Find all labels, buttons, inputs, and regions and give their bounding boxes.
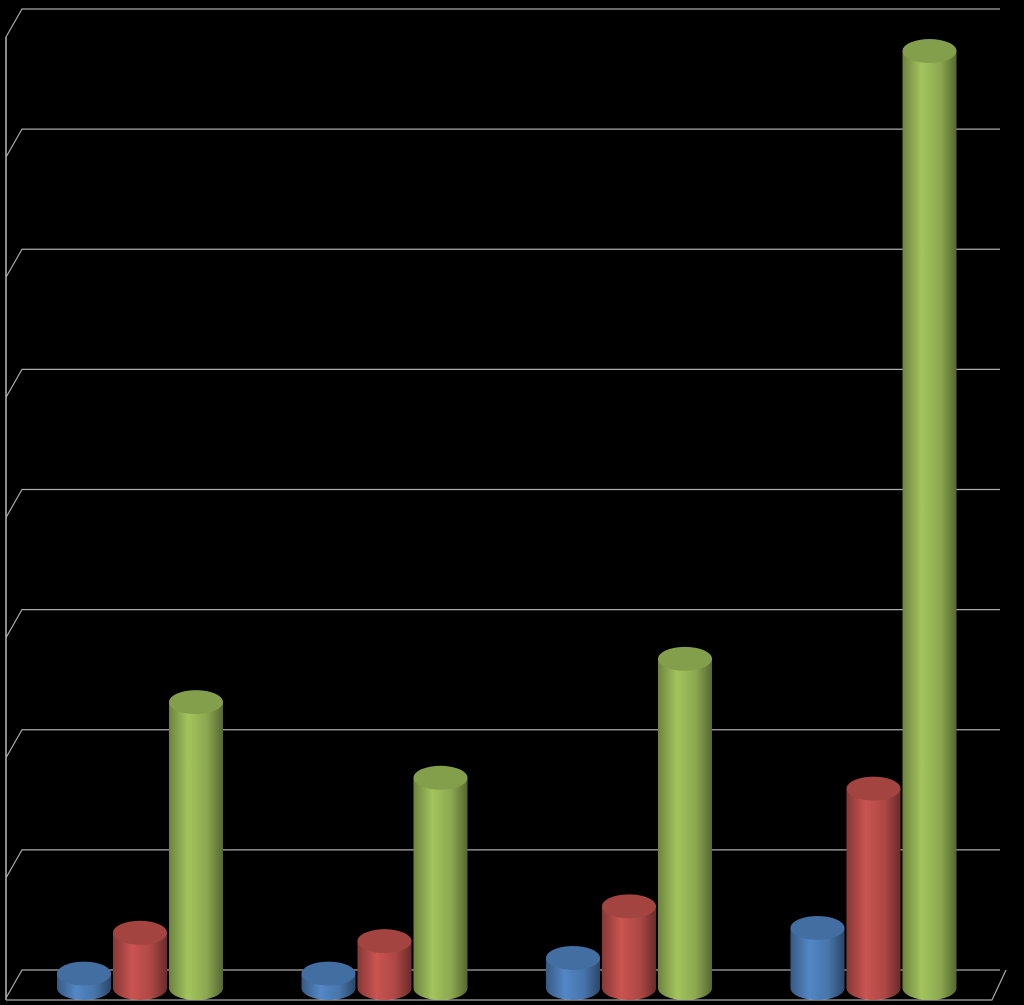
bar xyxy=(413,777,468,1000)
bar xyxy=(902,51,957,1000)
grid-line xyxy=(5,8,1000,38)
bar xyxy=(357,941,412,1000)
bar xyxy=(546,957,600,1000)
bar xyxy=(602,906,656,1000)
bar xyxy=(113,932,167,1000)
grid-line xyxy=(5,609,1000,638)
bar-top xyxy=(790,915,845,940)
bar-top xyxy=(301,961,356,986)
bar xyxy=(790,927,845,1000)
bar-top xyxy=(602,894,656,919)
grid-line xyxy=(5,248,1000,278)
bar-top xyxy=(658,646,712,671)
bar-top xyxy=(902,39,957,64)
bar-top xyxy=(413,765,468,790)
grid-line xyxy=(5,368,1000,398)
bar xyxy=(658,658,712,1000)
bar-top xyxy=(169,690,223,715)
bar xyxy=(846,788,901,1000)
bar-top xyxy=(357,929,412,954)
grid-line xyxy=(5,128,1000,158)
bar-top xyxy=(57,961,111,986)
grid-line xyxy=(5,488,1000,518)
bar-top xyxy=(546,945,600,970)
bar-top xyxy=(113,920,167,945)
bar-top xyxy=(846,776,901,801)
floor-edge xyxy=(6,969,1007,1001)
bar xyxy=(169,702,223,1000)
